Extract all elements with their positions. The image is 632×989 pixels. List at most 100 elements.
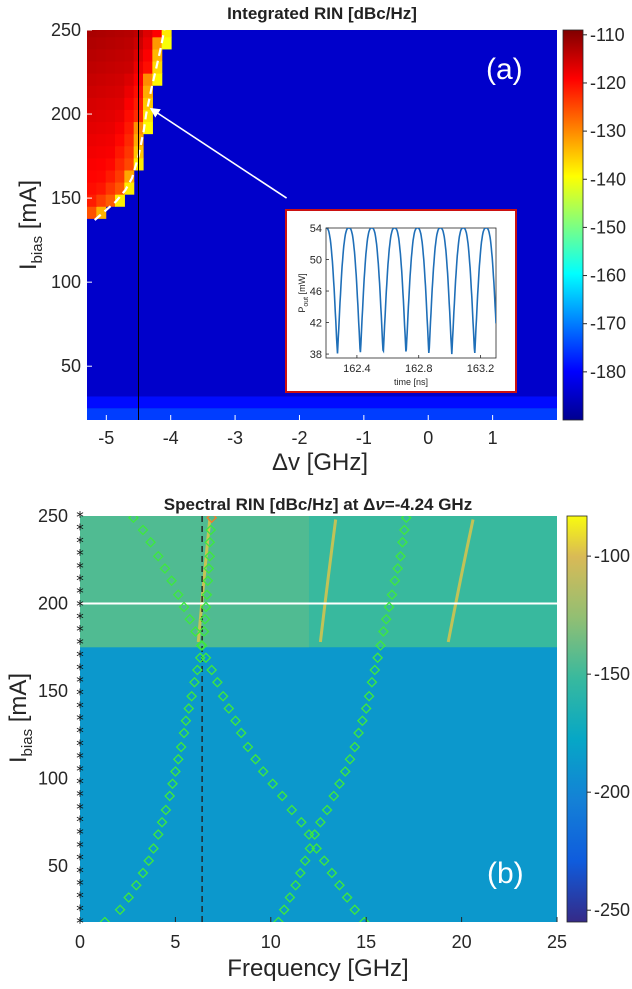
- chart-b-edge-marker: *: [76, 851, 84, 869]
- chart-b-marker: [363, 690, 375, 702]
- chart-a-cell: [87, 97, 97, 110]
- chart-b-marker: [339, 766, 351, 777]
- chart-a-cell: [96, 97, 107, 110]
- chart-b-marker: [172, 753, 184, 765]
- chart-b-edge-marker: *: [76, 787, 84, 805]
- chart-b-marker: [175, 741, 187, 753]
- chart-a-ytick-label: 100: [51, 272, 81, 292]
- chart-b-marker: [383, 601, 395, 613]
- inset-xlabel: time [ns]: [394, 377, 428, 387]
- chart-b-marker: [205, 524, 217, 536]
- chart-a-cell: [87, 181, 97, 195]
- chart-b-marker: [145, 536, 157, 548]
- chart-b-marker: [242, 741, 254, 753]
- chart-b-marker: [172, 589, 184, 601]
- chart-b-hot-band: [80, 516, 309, 648]
- chart-b-marker: [128, 516, 139, 524]
- chart-b-markers: [99, 516, 412, 922]
- chart-b-marker: [341, 892, 353, 903]
- chart-b-edge-marker: *: [76, 597, 84, 615]
- panel-b: Spectral RIN [dBc/Hz] at Δν=-4.24 GHz **…: [5, 495, 630, 982]
- chart-b-streak: [446, 519, 475, 643]
- chart-b-marker: [196, 640, 208, 651]
- chart-b-ylabel: Ibias [mA]: [5, 673, 36, 763]
- chart-a-arrow: [149, 107, 288, 199]
- chart-a-cell: [105, 97, 116, 110]
- chart-b-marker: [286, 804, 298, 816]
- chart-a-cell: [115, 36, 125, 50]
- chart-b-edge-marker: *: [76, 622, 84, 640]
- chart-a-cell: [105, 48, 116, 62]
- chart-b-marker: [217, 690, 229, 702]
- chart-a-cell: [87, 73, 97, 86]
- chart-b-edge-marker: *: [76, 610, 84, 628]
- chart-a-cell: [96, 169, 107, 183]
- chart-b-marker: [375, 640, 386, 651]
- chart-a-cell: [124, 97, 135, 110]
- chart-a-cell: [87, 109, 97, 123]
- chart-a-cell: [143, 60, 153, 74]
- chart-b-colorbar-label: -250: [594, 900, 630, 920]
- chart-b-marker: [397, 536, 408, 548]
- chart-a-cell: [87, 133, 97, 147]
- chart-a-xtick-label: 0: [423, 428, 433, 448]
- chart-b-edge-marker: *: [76, 698, 84, 716]
- chart-b-marker: [202, 575, 214, 587]
- inset-ylabel: Pout [mW]: [297, 273, 310, 312]
- chart-b-streak: [318, 519, 338, 643]
- chart-a-ytick-label: 250: [51, 20, 81, 40]
- chart-b-ytick-label: 200: [38, 594, 68, 614]
- chart-a-cell: [105, 60, 116, 74]
- chart-a-cell: [161, 36, 172, 50]
- chart-a-cell: [152, 36, 163, 50]
- chart-a-cell: [115, 85, 125, 98]
- chart-b-edge-marker: *: [76, 571, 84, 589]
- chart-a-cell: [124, 157, 135, 171]
- chart-a-ylabel: Ibias [mA]: [15, 180, 46, 270]
- chart-a-cell: [115, 60, 125, 74]
- chart-a-cell: [115, 109, 125, 123]
- chart-a-cell: [105, 30, 116, 38]
- chart-b-ytick-label: 100: [38, 769, 68, 789]
- chart-b-xtick-label: 25: [547, 932, 567, 952]
- chart-b-colorbar: -100 -150 -200 -250: [566, 515, 630, 923]
- chart-a-cell: [124, 48, 135, 62]
- chart-b-marker: [344, 753, 356, 765]
- chart-b-marker: [356, 715, 368, 727]
- chart-b-marker: [353, 727, 364, 739]
- inset-signal-line: [326, 228, 496, 355]
- chart-a-cell: [124, 145, 135, 159]
- chart-b-marker: [195, 640, 207, 651]
- chart-a-cell: [96, 133, 107, 147]
- chart-b-marker: [386, 589, 398, 601]
- chart-b-marker: [278, 904, 290, 916]
- chart-a-xtick-label: -5: [98, 428, 114, 448]
- chart-a-colorbar-gradient: [562, 29, 584, 421]
- chart-b-colorbar-label: -100: [594, 546, 630, 566]
- chart-a-cell: [115, 145, 125, 159]
- chart-a-colorbar-ticks: -110 -120 -130 -140 -150 -160 -170 -180: [583, 25, 626, 382]
- chart-b-xticks: 0 5 10 15 20 25: [75, 917, 567, 952]
- chart-b-marker: [152, 550, 164, 562]
- chart-b-marker: [156, 816, 168, 828]
- chart-a-cell: [87, 121, 97, 135]
- chart-a-colorbar-label: -150: [590, 217, 626, 237]
- chart-a-cell: [124, 121, 135, 135]
- chart-b-marker: [211, 676, 223, 688]
- chart-a-cell: [124, 181, 135, 195]
- chart-b-marker: [318, 855, 330, 867]
- chart-b-marker: [148, 843, 159, 854]
- chart-a-cell: [115, 169, 125, 183]
- chart-a-ytick-label: 200: [51, 104, 81, 124]
- chart-b-marker: [334, 879, 345, 891]
- chart-b-marker: [284, 892, 296, 903]
- chart-b-edge-marker: *: [76, 901, 84, 919]
- inset-ytick-label: 42: [310, 318, 322, 330]
- chart-a-cell: [96, 30, 107, 38]
- chart-b-marker: [392, 563, 404, 574]
- chart-b-xlabel: Frequency [GHz]: [227, 955, 408, 982]
- chart-a-cell: [124, 85, 135, 98]
- chart-a-cell: [87, 206, 97, 219]
- chart-a-cell: [143, 109, 153, 123]
- chart-a-cell: [105, 73, 116, 86]
